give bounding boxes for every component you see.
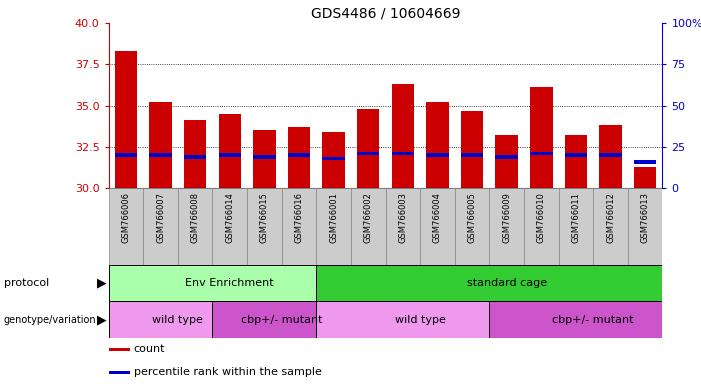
Bar <box>461 111 483 188</box>
Text: GSM766004: GSM766004 <box>433 192 442 243</box>
Text: Env Enrichment: Env Enrichment <box>186 278 274 288</box>
Text: cbp+/- mutant: cbp+/- mutant <box>552 314 634 325</box>
Bar <box>219 153 241 157</box>
Text: GSM766003: GSM766003 <box>398 192 407 243</box>
Text: GSM766011: GSM766011 <box>571 192 580 243</box>
Text: count: count <box>134 344 165 354</box>
Bar <box>461 153 483 157</box>
Text: protocol: protocol <box>4 278 49 288</box>
Bar <box>316 188 351 265</box>
Bar <box>357 109 379 188</box>
Bar <box>565 153 587 157</box>
Bar <box>316 301 489 338</box>
Bar <box>184 155 206 159</box>
Bar <box>149 102 172 188</box>
Bar <box>628 188 662 265</box>
Bar <box>288 153 311 157</box>
Bar <box>253 155 275 159</box>
Bar <box>212 188 247 265</box>
Text: wild type: wild type <box>152 314 203 325</box>
Text: genotype/variation: genotype/variation <box>4 314 96 325</box>
Bar <box>489 188 524 265</box>
Bar <box>184 121 206 188</box>
Text: GSM766009: GSM766009 <box>502 192 511 243</box>
Bar <box>426 102 449 188</box>
Text: GSM766006: GSM766006 <box>121 192 130 243</box>
Bar <box>109 301 212 338</box>
Bar <box>420 188 455 265</box>
Bar <box>351 188 386 265</box>
Text: GSM766002: GSM766002 <box>364 192 373 243</box>
Bar <box>599 153 622 157</box>
Bar <box>115 51 137 188</box>
Text: GSM766012: GSM766012 <box>606 192 615 243</box>
Bar <box>322 157 345 160</box>
Bar <box>634 167 656 188</box>
Bar <box>109 371 130 374</box>
Text: ▶: ▶ <box>97 277 107 290</box>
Bar <box>109 265 316 301</box>
Bar <box>357 152 379 155</box>
Text: GSM766014: GSM766014 <box>225 192 234 243</box>
Bar <box>599 126 622 188</box>
Text: wild type: wild type <box>395 314 446 325</box>
Bar <box>386 188 420 265</box>
Bar <box>524 188 559 265</box>
Title: GDS4486 / 10604669: GDS4486 / 10604669 <box>311 7 461 20</box>
Bar <box>559 188 593 265</box>
Bar <box>530 88 552 188</box>
Text: GSM766015: GSM766015 <box>260 192 269 243</box>
Bar <box>109 188 143 265</box>
Text: GSM766008: GSM766008 <box>191 192 200 243</box>
Bar <box>253 131 275 188</box>
Bar <box>288 127 311 188</box>
Bar <box>212 301 316 338</box>
Bar <box>282 188 316 265</box>
Bar <box>634 160 656 164</box>
Bar <box>565 135 587 188</box>
Bar <box>219 114 241 188</box>
Text: GSM766007: GSM766007 <box>156 192 165 243</box>
Bar <box>426 153 449 157</box>
Bar <box>316 265 662 301</box>
Text: percentile rank within the sample: percentile rank within the sample <box>134 367 322 377</box>
Bar <box>322 132 345 188</box>
Bar <box>593 188 628 265</box>
Text: standard cage: standard cage <box>467 278 547 288</box>
Text: GSM766010: GSM766010 <box>537 192 546 243</box>
Text: GSM766016: GSM766016 <box>294 192 304 243</box>
Bar <box>178 188 212 265</box>
Bar <box>149 153 172 157</box>
Text: ▶: ▶ <box>97 313 107 326</box>
Bar <box>247 188 282 265</box>
Text: GSM766005: GSM766005 <box>468 192 477 243</box>
Text: GSM766013: GSM766013 <box>641 192 650 243</box>
Bar <box>392 84 414 188</box>
Bar <box>489 301 662 338</box>
Bar <box>455 188 489 265</box>
Bar <box>530 152 552 155</box>
Bar <box>496 155 518 159</box>
Bar <box>392 152 414 155</box>
Bar <box>109 348 130 351</box>
Bar <box>496 135 518 188</box>
Text: GSM766001: GSM766001 <box>329 192 338 243</box>
Bar <box>143 188 178 265</box>
Bar <box>115 153 137 157</box>
Text: cbp+/- mutant: cbp+/- mutant <box>241 314 322 325</box>
